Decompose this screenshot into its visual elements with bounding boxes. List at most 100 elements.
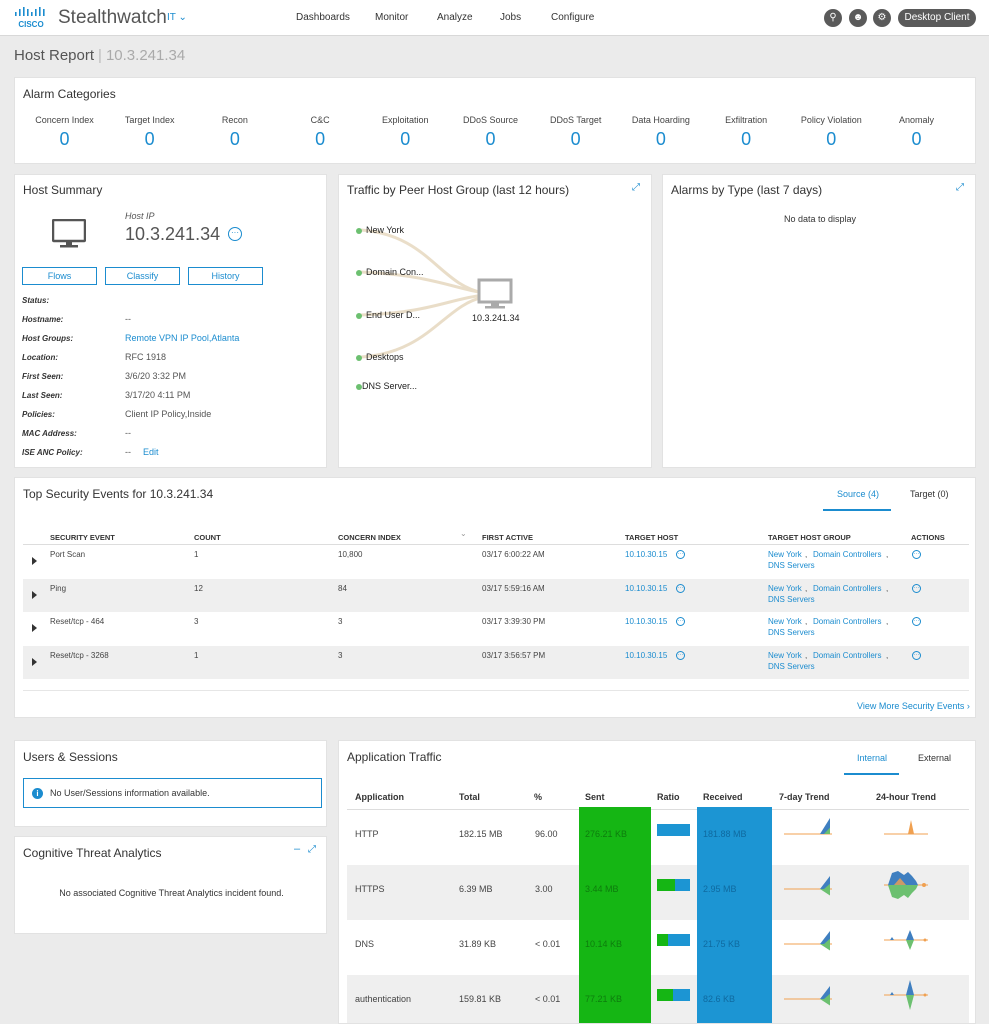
app-row[interactable] — [347, 865, 969, 920]
nav-analyze[interactable]: Analyze — [437, 12, 473, 23]
flows-button[interactable]: Flows — [22, 267, 97, 285]
host-actions-icon[interactable]: ··· — [676, 617, 685, 627]
group-link-new-york[interactable]: New York — [768, 550, 802, 559]
desktop-client-button[interactable]: Desktop Client — [898, 9, 976, 27]
host-groups-link[interactable]: Remote VPN IP Pool,Atlanta — [125, 333, 240, 343]
col-24hour-trend[interactable]: 24-hour Trend — [876, 792, 937, 802]
gear-icon[interactable]: ⚙ — [873, 9, 891, 27]
alarm-category-4[interactable]: Exploitation 0 — [363, 115, 448, 150]
row-actions-icon[interactable]: ··· — [912, 650, 921, 660]
col-count[interactable]: COUNT — [194, 533, 221, 542]
expand-row-caret-icon[interactable] — [32, 624, 37, 633]
sort-desc-icon[interactable]: ⌄ — [460, 529, 467, 538]
alarm-category-6[interactable]: DDoS Target 0 — [533, 115, 618, 150]
alarm-category-value[interactable]: 0 — [315, 129, 326, 149]
history-button[interactable]: History — [188, 267, 263, 285]
col-security-event[interactable]: SECURITY EVENT — [50, 533, 115, 542]
alarm-category-5[interactable]: DDoS Source 0 — [448, 115, 533, 150]
target-host-link[interactable]: 10.10.30.15 — [625, 550, 668, 559]
expand-row-caret-icon[interactable] — [32, 590, 37, 599]
nav-dashboards[interactable]: Dashboards — [296, 12, 350, 23]
tenant-selector[interactable]: IT ⌄ — [167, 12, 187, 23]
group-link-domain-controllers[interactable]: Domain Controllers — [813, 583, 882, 593]
search-icon[interactable]: ⚲ — [824, 9, 842, 27]
minimize-icon[interactable]: – — [294, 843, 301, 855]
peer-node-desktops[interactable]: Desktops — [366, 352, 404, 362]
row-actions-icon[interactable]: ··· — [912, 550, 921, 559]
alarm-category-value[interactable]: 0 — [400, 129, 411, 149]
col-ratio[interactable]: Ratio — [657, 792, 680, 802]
view-more-security-events-link[interactable]: View More Security Events › — [857, 701, 970, 711]
alarm-category-value[interactable]: 0 — [911, 129, 922, 149]
col-concern-index[interactable]: CONCERN INDEX — [338, 533, 401, 542]
alarm-category-value[interactable]: 0 — [826, 129, 837, 149]
group-link-dns-servers[interactable]: DNS Servers — [768, 661, 815, 671]
target-host-link[interactable]: 10.10.30.15 — [625, 617, 668, 627]
alarm-category-value[interactable]: 0 — [144, 129, 155, 149]
user-icon[interactable]: ☻ — [849, 9, 867, 27]
host-actions-icon[interactable]: ··· — [676, 583, 685, 593]
alarm-category-3[interactable]: C&C 0 — [278, 115, 363, 150]
alarm-category-0[interactable]: Concern Index 0 — [22, 115, 107, 150]
host-actions-icon[interactable]: ··· — [228, 227, 242, 241]
expand-row-caret-icon[interactable] — [32, 657, 37, 666]
table-row[interactable] — [23, 645, 969, 679]
target-host-link[interactable]: 10.10.30.15 — [625, 650, 668, 660]
group-link-dns-servers[interactable]: DNS Servers — [768, 561, 815, 570]
nav-configure[interactable]: Configure — [551, 12, 595, 23]
col-total[interactable]: Total — [459, 792, 480, 802]
classify-button[interactable]: Classify — [105, 267, 180, 285]
peer-node-end-user[interactable]: End User D... — [366, 310, 421, 320]
col-actions[interactable]: ACTIONS — [911, 533, 945, 542]
group-link-new-york[interactable]: New York — [768, 650, 802, 660]
expand-icon[interactable]: ⤢ — [308, 844, 316, 855]
alarm-category-8[interactable]: Exfiltration 0 — [704, 115, 789, 150]
alarm-category-value[interactable]: 0 — [59, 129, 70, 149]
expand-row-caret-icon[interactable] — [32, 557, 37, 565]
alarm-category-value[interactable]: 0 — [485, 129, 496, 149]
nav-jobs[interactable]: Jobs — [500, 12, 522, 23]
row-actions-icon[interactable]: ··· — [912, 583, 921, 593]
row-actions-icon[interactable]: ··· — [912, 617, 921, 627]
table-row[interactable] — [23, 578, 969, 612]
tab-source[interactable]: Source (4) — [837, 489, 880, 499]
peer-node-domain-controllers[interactable]: Domain Con... — [366, 267, 424, 277]
tab-internal[interactable]: Internal — [857, 753, 888, 763]
col-7day-trend[interactable]: 7-day Trend — [779, 792, 830, 802]
alarm-category-9[interactable]: Policy Violation 0 — [789, 115, 874, 150]
alarm-category-value[interactable]: 0 — [570, 129, 581, 149]
col-application[interactable]: Application — [355, 792, 404, 802]
ise-edit-link[interactable]: Edit — [143, 447, 159, 457]
col-sent[interactable]: Sent — [585, 792, 605, 802]
host-actions-icon[interactable]: ··· — [676, 650, 685, 660]
col-percent[interactable]: % — [534, 792, 543, 802]
alarm-category-1[interactable]: Target Index 0 — [107, 115, 192, 150]
peer-node-new-york[interactable]: New York — [366, 225, 405, 235]
col-target-host[interactable]: TARGET HOST — [625, 533, 679, 542]
group-link-dns-servers[interactable]: DNS Servers — [768, 594, 815, 604]
alarm-category-10[interactable]: Anomaly 0 — [874, 115, 959, 150]
group-link-dns-servers[interactable]: DNS Servers — [768, 628, 815, 638]
alarm-category-7[interactable]: Data Hoarding 0 — [618, 115, 703, 150]
group-link-domain-controllers[interactable]: Domain Controllers — [813, 617, 882, 627]
tab-target[interactable]: Target (0) — [910, 489, 949, 499]
expand-icon[interactable]: ⤢ — [632, 182, 640, 193]
alarm-category-value[interactable]: 0 — [741, 129, 752, 149]
group-link-new-york[interactable]: New York — [768, 617, 802, 627]
col-target-host-group[interactable]: TARGET HOST GROUP — [768, 533, 851, 542]
target-host-link[interactable]: 10.10.30.15 — [625, 583, 668, 593]
alarm-category-value[interactable]: 0 — [655, 129, 666, 149]
tab-external[interactable]: External — [918, 753, 952, 763]
expand-icon[interactable]: ⤢ — [956, 182, 964, 193]
peer-node-dns-servers[interactable]: DNS Server... — [362, 381, 418, 391]
alarm-category-2[interactable]: Recon 0 — [192, 115, 277, 150]
host-actions-icon[interactable]: ··· — [676, 550, 685, 559]
nav-monitor[interactable]: Monitor — [375, 12, 409, 23]
group-link-domain-controllers[interactable]: Domain Controllers — [813, 550, 882, 559]
col-received[interactable]: Received — [703, 792, 743, 802]
alarm-category-value[interactable]: 0 — [229, 129, 240, 149]
group-link-new-york[interactable]: New York — [768, 583, 802, 593]
cisco-logo[interactable]: CISCO — [14, 7, 48, 29]
group-link-domain-controllers[interactable]: Domain Controllers — [813, 650, 882, 660]
col-first-active[interactable]: FIRST ACTIVE — [482, 533, 533, 542]
